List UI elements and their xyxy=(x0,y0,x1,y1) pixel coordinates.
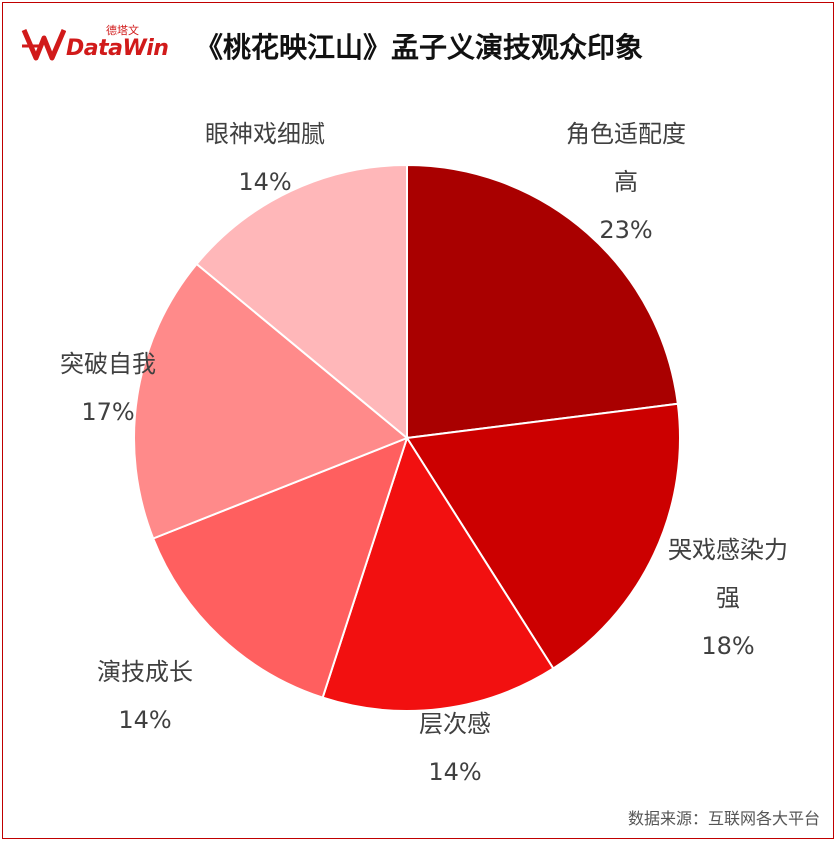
slice-label: 突破自我 17% xyxy=(60,350,156,426)
pie-slice xyxy=(151,436,409,699)
slice-name-label: 高 xyxy=(614,168,638,196)
slice-label: 层次感 14% xyxy=(419,710,491,786)
pie-slice xyxy=(405,402,681,670)
pie-slice xyxy=(406,163,679,440)
chart-title: 《桃花映江山》孟子义演技观众印象 xyxy=(194,31,643,64)
pie-slice xyxy=(195,163,408,441)
slice-label: 演技成长 14% xyxy=(97,658,193,734)
slice-name-label: 强 xyxy=(716,584,740,612)
slice-percent-label: 14% xyxy=(118,706,171,734)
slice-percent-label: 18% xyxy=(701,632,754,660)
slice-label: 眼神戏细腻 14% xyxy=(205,120,325,196)
data-source-note: 数据来源：互联网各大平台 xyxy=(627,809,820,828)
slice-name-label: 眼神戏细腻 xyxy=(205,120,325,148)
slice-percent-label: 14% xyxy=(428,758,481,786)
slice-name-label: 层次感 xyxy=(419,710,491,738)
slice-percent-label: 17% xyxy=(81,398,134,426)
slice-percent-label: 23% xyxy=(599,216,652,244)
slice-name-label: 突破自我 xyxy=(60,350,156,378)
slice-name-label: 角色适配度 xyxy=(566,120,686,148)
slice-name-label: 演技成长 xyxy=(97,658,193,686)
datawin-logo-mark-icon xyxy=(21,29,66,61)
pie-slice xyxy=(321,435,555,712)
datawin-logo: 德塔文 DataWin xyxy=(20,22,169,64)
logo-brand-en: DataWin xyxy=(66,36,169,61)
logo-brand-cn: 德塔文 xyxy=(106,24,139,37)
slice-name-label: 哭戏感染力 xyxy=(668,536,788,564)
slice-percent-label: 14% xyxy=(238,168,291,196)
slice-label: 角色适配度高 23% xyxy=(566,120,686,244)
slice-label: 哭戏感染力强 18% xyxy=(668,536,788,660)
pie-slice xyxy=(133,262,409,540)
